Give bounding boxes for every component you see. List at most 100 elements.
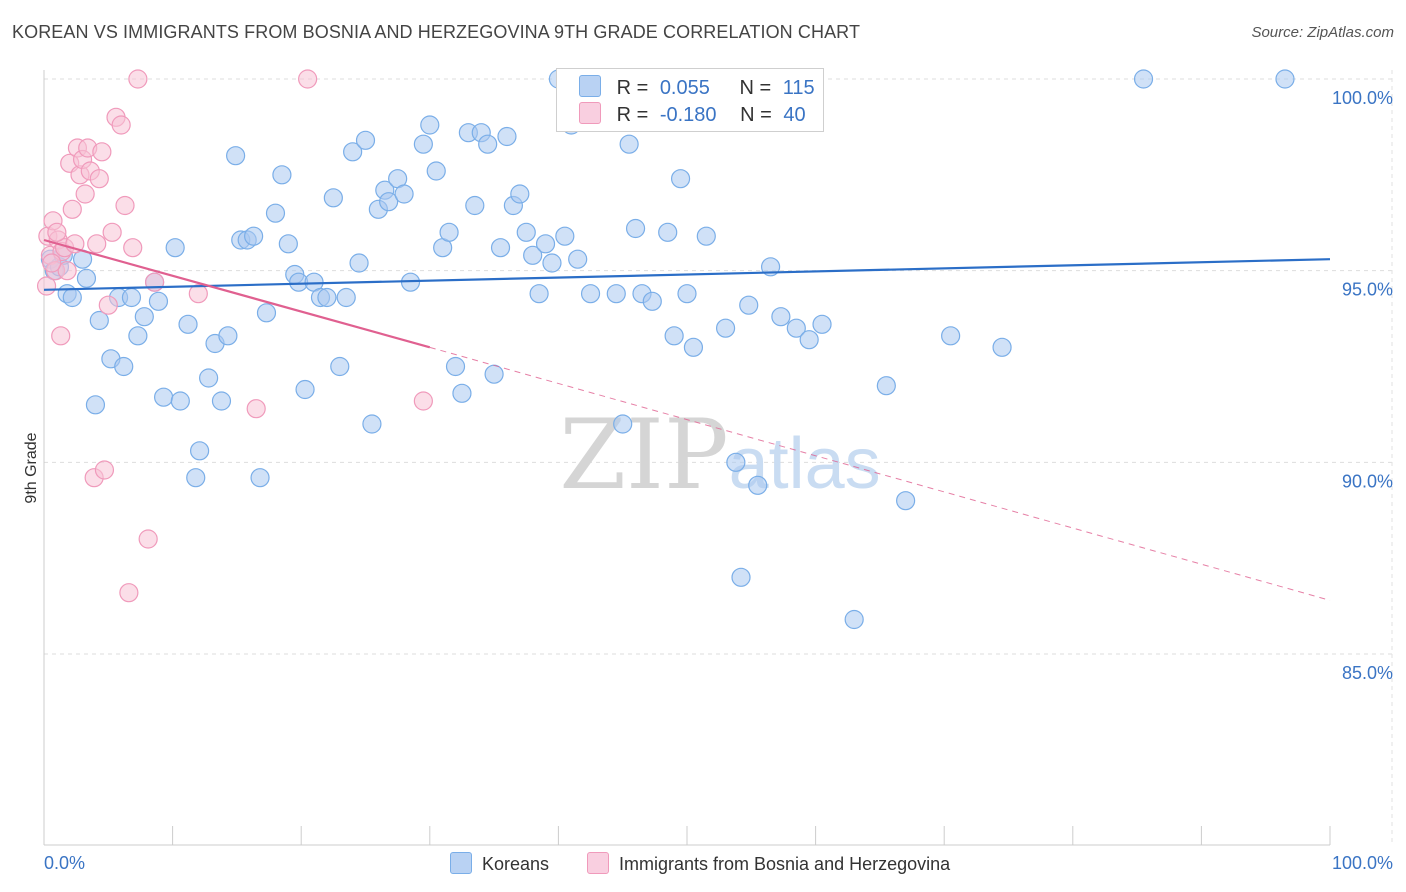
y-tick-label: 100.0% (1332, 88, 1393, 108)
korean-point (218, 326, 238, 346)
korean-point (226, 146, 246, 166)
korean-point (580, 284, 601, 304)
koreans-trend-line (43, 258, 1331, 291)
korean-point (642, 291, 662, 311)
bottom-legend-koreans: Koreans (450, 852, 549, 875)
korean-point (244, 226, 264, 246)
korean-point (165, 238, 185, 258)
korean-point (664, 326, 684, 346)
korean-point (170, 391, 190, 411)
korean-point (420, 115, 440, 135)
korean-point (190, 441, 210, 461)
korean-point (336, 287, 356, 308)
korean-point (1275, 69, 1295, 89)
korean-point (178, 314, 198, 334)
watermark-zip: ZIP (559, 399, 728, 511)
legend-r-value: -0.180 (659, 104, 717, 126)
korean-point (250, 468, 270, 488)
bosnia-point (413, 391, 433, 411)
korean-point (1133, 69, 1154, 89)
bosnia-point (75, 184, 95, 204)
bosnia-point (89, 169, 109, 189)
korean-point (497, 126, 517, 147)
korean-point (148, 291, 169, 311)
korean-point (786, 318, 806, 338)
korean-point (484, 364, 504, 384)
legend-swatch-bosnia (579, 102, 601, 124)
trend-lines (43, 238, 1331, 601)
korean-point (844, 609, 864, 630)
legend-row-koreans: R = 0.055 N = 115 (579, 75, 815, 101)
bosnia-trend-extension (429, 346, 1331, 601)
korean-point (256, 303, 277, 323)
y-tick-label: 85.0% (1342, 663, 1393, 683)
bosnia-point (57, 261, 77, 281)
axes (43, 70, 1331, 846)
korean-point (379, 192, 399, 212)
korean-point (799, 330, 819, 350)
korean-point (683, 337, 704, 357)
korean-point (343, 142, 363, 162)
korean-point (317, 287, 337, 308)
bosnia-point (92, 142, 112, 162)
korean-point (272, 165, 292, 185)
korean-point (153, 387, 174, 407)
korean-point (128, 326, 148, 346)
korean-point (121, 287, 142, 308)
korean-point (568, 249, 588, 269)
bosnia-point (188, 284, 208, 304)
bottom-legend-bosnia: Immigrants from Bosnia and Herzegovina (587, 852, 950, 875)
chart-title: KOREAN VS IMMIGRANTS FROM BOSNIA AND HER… (12, 22, 861, 42)
korean-point (323, 188, 343, 208)
x-tick-labels: 0.0% 100.0% (44, 853, 1393, 873)
korean-point (394, 184, 414, 204)
bosnia-point (123, 238, 143, 258)
bosnia-point (62, 199, 82, 219)
x-tick-label-min: 0.0% (44, 853, 85, 873)
legend-n-label: N = (739, 77, 772, 99)
korean-point (613, 414, 633, 434)
legend-row-bosnia: R = -0.180 N = 40 (579, 102, 806, 128)
chart-source: Source: ZipAtlas.com (1251, 24, 1394, 41)
korean-point (677, 284, 697, 304)
bosnia-points (36, 69, 433, 603)
korean-point (748, 475, 768, 495)
bottom-label-koreans: Koreans (482, 854, 550, 874)
y-tick-label: 95.0% (1342, 280, 1393, 300)
korean-point (186, 468, 206, 488)
bosnia-point (138, 529, 158, 549)
bosnia-point (246, 399, 266, 419)
korean-point (445, 356, 466, 377)
korean-point (529, 284, 549, 304)
bosnia-point (51, 326, 71, 346)
bosnia-point (87, 234, 107, 254)
legend-n-value: 40 (783, 104, 806, 126)
korean-point (696, 226, 716, 246)
legend-swatch-koreans (579, 75, 601, 97)
korean-point (535, 234, 556, 254)
korean-point (330, 356, 350, 377)
korean-point (542, 253, 562, 273)
bosnia-point (298, 69, 318, 89)
korean-point (941, 326, 961, 346)
bosnia-point (36, 276, 57, 296)
koreans-points (40, 69, 1295, 630)
legend-r-label: R = (616, 104, 649, 126)
korean-point (490, 238, 511, 258)
korean-point (199, 368, 219, 388)
legend-n-label: N = (740, 104, 772, 126)
korean-point (812, 314, 832, 334)
legend-r-value: 0.055 (659, 77, 710, 99)
bosnia-point (102, 222, 122, 242)
bottom-swatch-koreans (450, 852, 472, 874)
korean-point (619, 134, 639, 154)
korean-point (62, 287, 82, 308)
korean-point (265, 203, 286, 223)
y-tick-label: 90.0% (1342, 471, 1393, 491)
korean-point (670, 169, 691, 189)
korean-point (478, 134, 498, 154)
bosnia-point (119, 583, 139, 603)
korean-point (413, 134, 433, 154)
legend-n-value: 115 (782, 77, 815, 99)
